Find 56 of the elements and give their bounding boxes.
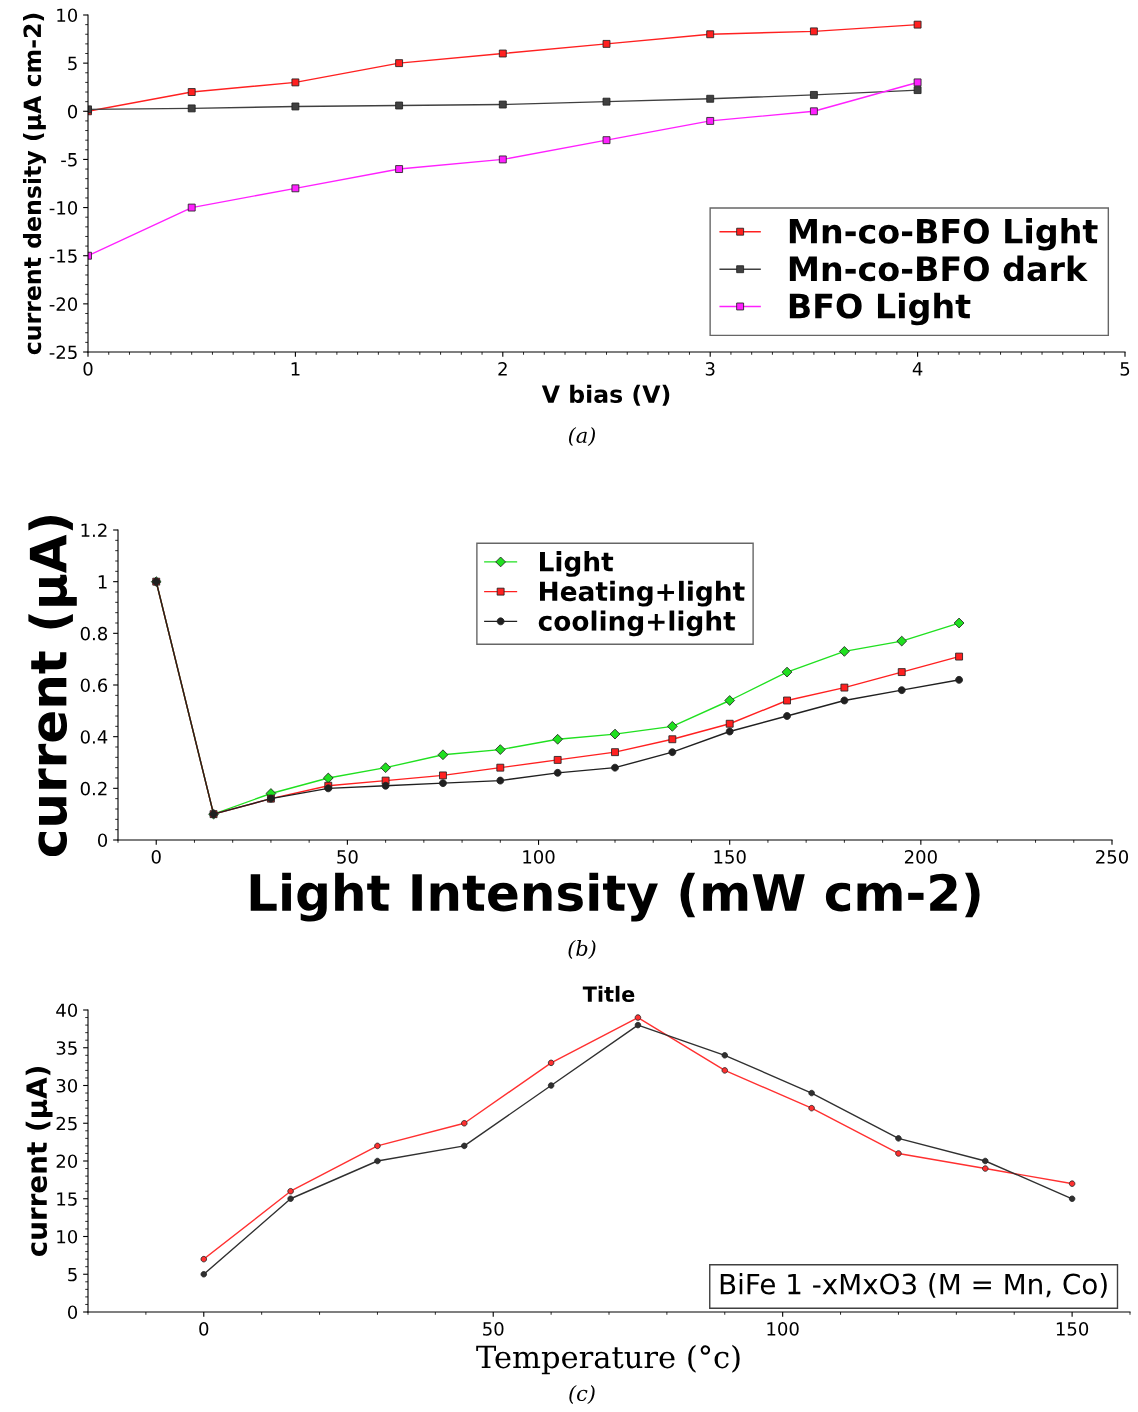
y-tick-label: 20 bbox=[56, 1154, 78, 1169]
text: (a) bbox=[568, 426, 596, 446]
x-tick-label: 100 bbox=[767, 1322, 799, 1336]
legend-label: cooling+light bbox=[538, 610, 736, 637]
x-tick-label: 250 bbox=[1096, 850, 1129, 864]
legend-label: Light bbox=[540, 551, 614, 577]
y-tick-label: 35 bbox=[56, 1041, 77, 1055]
x-tick-label: 3 bbox=[705, 362, 715, 376]
x-tick-label: 100 bbox=[523, 850, 555, 864]
y-tick-label: -20 bbox=[49, 297, 78, 311]
x-tick-label: 150 bbox=[714, 850, 746, 864]
x-tick-label: 200 bbox=[904, 850, 937, 864]
x-tick-label: 0 bbox=[151, 850, 161, 864]
y-tick-label: 0 bbox=[67, 104, 78, 119]
y-tick-label: -5 bbox=[61, 153, 77, 167]
x-tick-label: 150 bbox=[1056, 1322, 1089, 1336]
y-tick-label: 0.6 bbox=[80, 678, 108, 693]
x-axis-title: Light Intensity (mW cm-2) bbox=[250, 872, 980, 922]
y-axis-title: current (μA) bbox=[28, 516, 77, 857]
x-tick-label: 4 bbox=[912, 362, 923, 376]
y-tick-label: 1.2 bbox=[81, 523, 107, 537]
x-tick-label: 5 bbox=[1120, 362, 1130, 376]
y-tick-label: 40 bbox=[56, 1003, 78, 1018]
x-axis-title: V bias (V) bbox=[541, 384, 670, 406]
y-tick-label: -10 bbox=[49, 201, 78, 215]
y-tick-label: 5 bbox=[68, 1267, 77, 1282]
y-tick-label: 10 bbox=[57, 1229, 78, 1244]
x-tick-label: 1 bbox=[291, 362, 300, 376]
text: (b) bbox=[568, 939, 596, 959]
y-tick-label: 10 bbox=[57, 8, 78, 23]
y-axis-title: current (μA) bbox=[25, 1067, 53, 1257]
x-tick-label: 0 bbox=[199, 1322, 209, 1336]
x-tick-label: 2 bbox=[498, 362, 507, 376]
x-axis-title: Temperature (°c) bbox=[476, 1344, 740, 1375]
legend-label: Mn-co-BFO Light bbox=[789, 218, 1098, 251]
y-tick-label: -25 bbox=[49, 345, 77, 360]
y-tick-label: 15 bbox=[57, 1192, 77, 1206]
y-tick-label: 30 bbox=[56, 1078, 78, 1093]
legend-label: BFO Light bbox=[789, 292, 971, 326]
y-tick-label: 1 bbox=[98, 575, 107, 589]
legend-label: Heating+light bbox=[540, 580, 745, 607]
y-tick-label: 0 bbox=[67, 1305, 78, 1320]
y-tick-label: 0.4 bbox=[80, 730, 108, 744]
y-tick-label: 0.8 bbox=[80, 626, 108, 641]
x-tick-label: 50 bbox=[337, 850, 358, 864]
legend-label: Mn-co-BFO dark bbox=[789, 255, 1088, 282]
y-tick-label: 0.2 bbox=[80, 781, 107, 796]
y-tick-label: 25 bbox=[56, 1116, 77, 1131]
x-tick-label: 50 bbox=[483, 1322, 504, 1336]
text: (c) bbox=[569, 1384, 595, 1404]
y-axis-title: current density (μA cm-2) bbox=[22, 13, 47, 355]
y-tick-label: 5 bbox=[68, 56, 77, 71]
chart-title: Title bbox=[582, 985, 635, 1002]
y-tick-label: -15 bbox=[49, 249, 77, 263]
annotation: BiFe 1 -xMxO3 (M = Mn, Co) bbox=[720, 1273, 1107, 1298]
y-tick-label: 0 bbox=[97, 833, 108, 848]
